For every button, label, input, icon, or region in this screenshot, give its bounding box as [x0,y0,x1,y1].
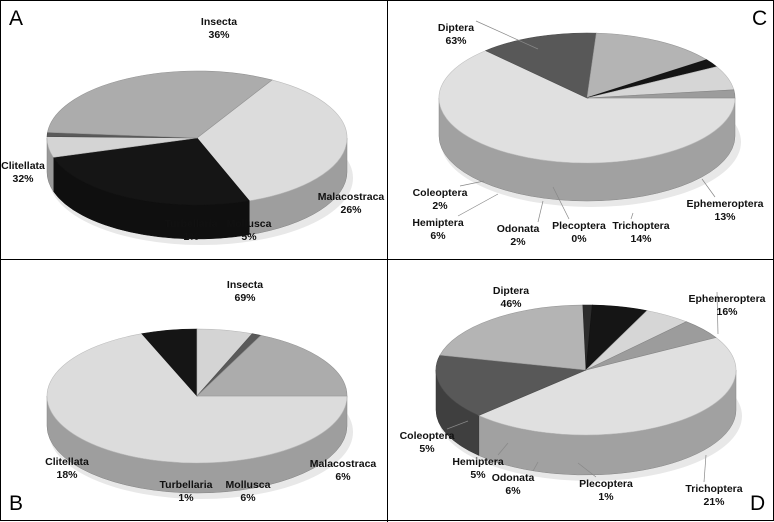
slice-value-ephemeroptera: 16% [716,306,738,318]
slice-value-odonata: 2% [510,236,526,248]
panel-label-c: C [752,7,768,30]
slice-label-mollusca: Mollusca [226,479,271,491]
slice-value-malacostraca: 26% [340,204,362,216]
panel-label-d: D [750,492,766,515]
slice-label-clitellata: Clitellata [1,160,45,172]
leader-line-plecoptera [552,186,570,220]
slice-value-hemiptera: 6% [430,230,446,242]
slice-value-diptera: 46% [500,298,522,310]
slice-label-turbellaria: Turbellaria [165,218,218,230]
panel-label-a: A [9,7,24,30]
slice-label-coleoptera: Coleoptera [413,187,468,199]
leader-line-hemiptera [457,193,499,217]
slice-label-ephemeroptera: Ephemeroptera [686,198,763,210]
pie-labels: Insecta69%Malacostraca6%Mollusca6%Turbel… [45,279,376,504]
slice-value-malacostraca: 6% [335,471,351,483]
leader-line-trichoptera [630,212,634,220]
pie-slice-trichoptera [586,32,708,99]
slice-value-mollusca: 6% [240,492,256,504]
slice-label-insecta: Insecta [201,16,237,28]
slice-value-coleoptera: 5% [419,443,435,455]
slice-label-trichoptera: Trichoptera [612,220,669,232]
pie-slice-malacostraca [52,137,250,206]
slice-value-diptera: 63% [445,35,467,47]
slice-value-trichoptera: 14% [630,233,652,245]
slice-label-hemiptera: Hemiptera [452,456,504,468]
pie-slice-trichoptera [439,304,587,371]
panel-d: Diptera 46% Ephemeroptera 16% Trichoptera 21%… [388,260,774,518]
leader-line-coleoptera [446,420,469,430]
pie-slice-coleoptera [586,89,736,99]
pie-slice-clitellata [196,335,348,397]
slice-label-malacostraca: Malacostraca [310,458,377,470]
panel-c: Diptera 63% Ephemeroptera 13% Trichoptera 14%… [388,1,774,259]
pie-slice-insecta [46,333,348,464]
slice-label-hemiptera: Hemiptera [412,217,464,229]
pie-top [435,304,737,436]
slice-value-turbellaria: 1% [183,231,199,243]
leader-line-plecoptera [577,462,597,478]
slice-label-clitellata: Clitellata [45,456,89,468]
slice-label-insecta: Insecta [227,279,263,291]
leader-line-ephemeroptera [716,291,719,335]
leader-line-hemiptera [497,442,509,456]
slice-label-odonata: Odonata [492,472,535,484]
slice-label-coleoptera: Coleoptera [400,430,455,442]
leader-line-odonata [537,200,544,223]
vertical-divider [387,1,388,522]
slice-value-odonata: 6% [505,485,521,497]
horizontal-divider [1,259,774,260]
panel-label-b: B [9,492,24,515]
slice-label-odonata: Odonata [497,223,540,235]
panel-b: Insecta 69% Malacostraca 6% Mollusca 6% Turbel… [1,260,387,518]
slice-value-insecta: 69% [234,292,256,304]
pie-chart-b: Insecta69%Malacostraca6%Mollusca6%Turbel… [45,279,376,504]
slice-label-mollusca: Mollusca [227,218,272,230]
panel-a: Insecta 36% Malacostraca 26% Mollusca 5% Turbe… [1,1,387,259]
slice-value-insecta: 36% [208,29,230,41]
slice-label-ephemeroptera: Ephemeroptera [688,293,765,305]
slice-label-malacostraca: Malacostraca [318,191,385,203]
leader-line-odonata [532,461,539,472]
slice-value-mollusca: 5% [241,231,257,243]
pie-slice-coleoptera [585,321,717,371]
slice-value-clitellata: 32% [12,173,34,185]
pie-slice-diptera [438,50,736,164]
pie-slice-clitellata [47,70,273,139]
slice-label-plecoptera: Plecoptera [552,220,606,232]
pie-slice-ephemeroptera [484,32,597,99]
slice-label-turbellaria: Turbellaria [160,479,213,491]
leader-line-trichoptera [703,454,707,483]
pie-top [46,328,348,464]
slice-value-turbellaria: 1% [178,492,194,504]
slice-value-coleoptera: 2% [432,200,448,212]
pie-slice-diptera [478,337,737,436]
leader-line-ephemeroptera [701,178,716,198]
pie-slice-insecta [196,79,348,202]
pie-top [46,70,348,206]
slice-label-trichoptera: Trichoptera [685,483,742,495]
slice-value-clitellata: 18% [56,469,78,481]
slice-label-plecoptera: Plecoptera [579,478,633,490]
leader-line-diptera [475,20,539,50]
leader-line-coleoptera [459,180,485,187]
slice-value-hemiptera: 5% [470,469,486,481]
slice-value-trichoptera: 21% [703,496,725,508]
slice-value-plecoptera: 0% [571,233,587,245]
slice-label-diptera: Diptera [438,22,474,34]
pie-slice-ephemeroptera [435,354,587,416]
slice-value-ephemeroptera: 13% [714,211,736,223]
pie-top [438,32,736,164]
slice-label-diptera: Diptera [493,285,529,297]
slice-value-plecoptera: 1% [598,491,614,503]
